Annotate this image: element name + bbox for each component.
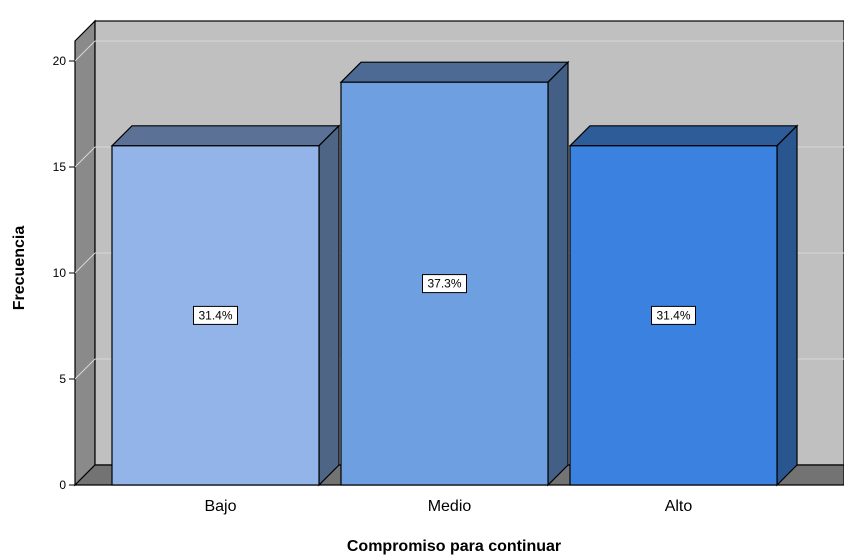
data-label-box [193,305,238,325]
bar-side [776,124,798,487]
x-axis-title: Compromiso para continuar [347,538,561,555]
bar-top [339,61,570,83]
bar-medio: 37.3% [339,60,570,487]
y-tick-label: 15 [53,160,67,174]
gridline-diagonal [74,252,96,274]
bar-top [110,125,341,147]
left-wall [74,19,96,487]
data-label: 37.3% [427,277,461,291]
gridline-diagonal [74,146,96,168]
y-axis-ticks: 0 5 10 15 20 [53,54,75,492]
data-label: 31.4% [656,308,690,322]
x-tick-label: Bajo [204,498,236,515]
x-axis-ticks: Bajo Medio Alto [204,498,692,515]
data-label: 31.4% [198,308,232,322]
y-tick-label: 20 [53,54,67,68]
bar-bajo: 31.4% [110,124,341,487]
data-label-box [651,305,696,325]
y-tick-label: 10 [53,266,67,280]
data-label-box [422,274,467,294]
bars: 31.4% 37.3% 31.4% [110,60,799,487]
y-axis-title: Frecuencia [11,226,28,311]
x-tick-label: Medio [428,498,472,515]
bar-alto: 31.4% [568,124,799,487]
gridline-diagonal [74,358,96,380]
gridline-diagonal [74,40,96,62]
bar-top [568,125,799,147]
y-tick-label: 0 [59,478,66,492]
y-tick-label: 5 [59,372,66,386]
bar-side [547,60,569,487]
bar-side [318,124,340,487]
x-tick-label: Alto [665,498,693,515]
